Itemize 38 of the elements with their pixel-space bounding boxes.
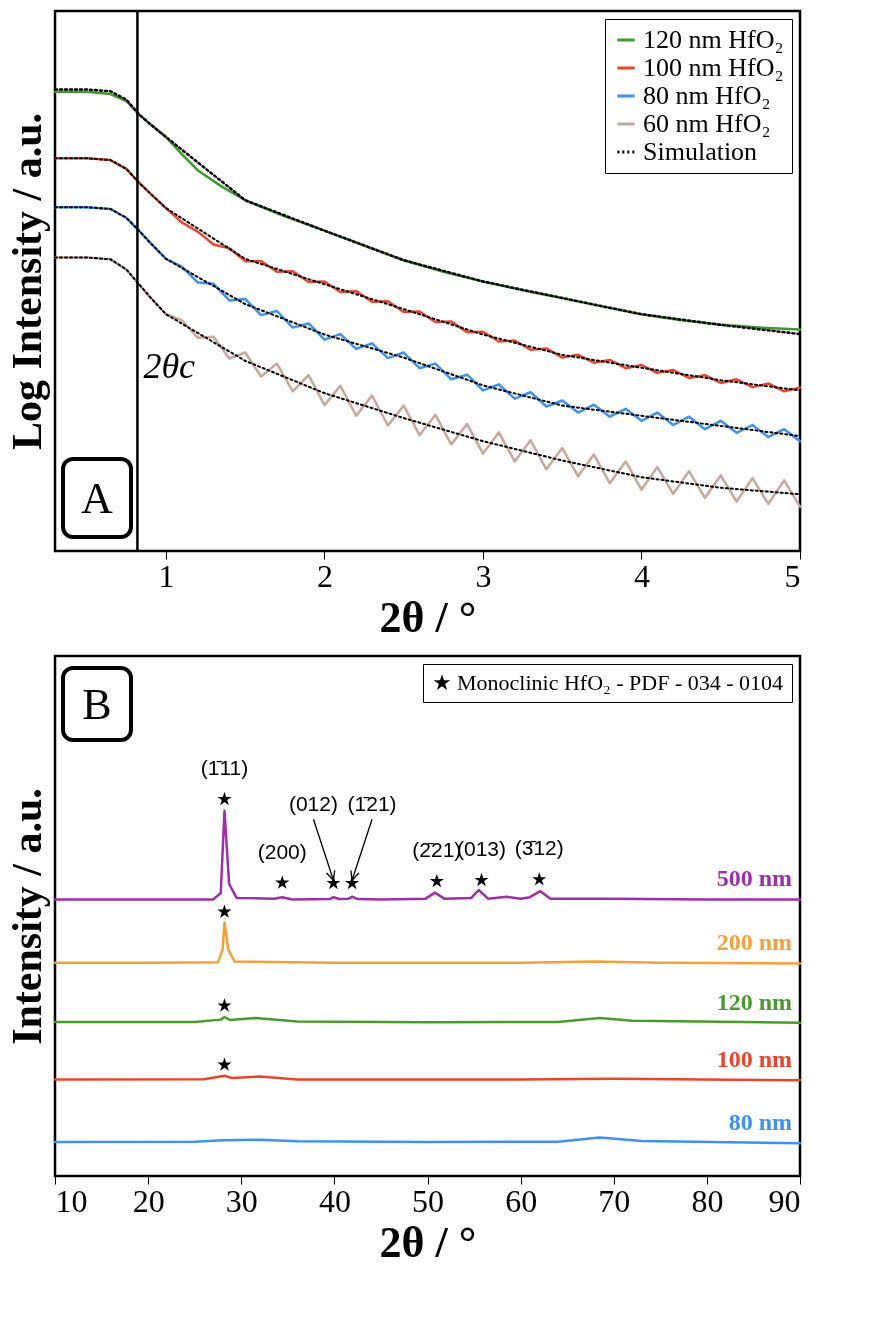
x-tick-label: 2 <box>316 557 333 594</box>
legend-label: 120 nm HfO₂ <box>643 25 784 54</box>
x-tick-label: 60 <box>505 1182 538 1219</box>
x-tick-label: 5 <box>784 557 801 594</box>
x-tick-label: 20 <box>132 1182 165 1219</box>
x-tick-label: 10 <box>55 1182 88 1219</box>
series-label: 120 nm <box>716 988 792 1015</box>
series-label: 100 nm <box>716 1046 792 1073</box>
y-axis-title: Intensity / a.u. <box>3 788 50 1045</box>
x-tick-label: 40 <box>318 1182 351 1219</box>
x-tick-label: 4 <box>633 557 650 594</box>
x-tick-label: 3 <box>475 557 492 594</box>
annotation: A <box>81 474 114 523</box>
ref-line-label: 2θc <box>143 346 196 387</box>
x-axis-title: 2θ / ° <box>379 592 477 642</box>
x-tick-label: 30 <box>225 1182 258 1219</box>
x-tick-label: 80 <box>691 1182 724 1219</box>
legend-label: 100 nm HfO₂ <box>643 53 784 82</box>
legend-label: Simulation <box>643 137 758 166</box>
annotation: (1̄21) <box>347 792 397 816</box>
text: B <box>82 680 112 729</box>
y-axis-title: Log Intensity / a.u. <box>3 112 50 451</box>
legend-label: 60 nm HfO₂ <box>643 109 771 138</box>
annotation: (012) <box>288 792 338 816</box>
legend-label: 80 nm HfO₂ <box>643 81 771 110</box>
x-tick-label: 90 <box>768 1182 801 1219</box>
x-tick-label: 50 <box>412 1182 444 1219</box>
x-tick-label: 1 <box>158 557 175 594</box>
annotation: (3̄12) <box>514 836 564 860</box>
series-label: 200 nm <box>716 929 792 956</box>
annotation: (200) <box>257 839 307 863</box>
series-label: 500 nm <box>716 865 792 892</box>
series-label: 80 nm <box>728 1109 792 1136</box>
legend-label: Monoclinic HfO₂ - PDF - 034 - 0104 <box>457 670 784 695</box>
annotation: (013) <box>457 837 507 861</box>
x-axis-title: 2θ / ° <box>379 1217 477 1267</box>
annotation: (1̄11) <box>200 756 249 780</box>
x-tick-label: 70 <box>598 1182 631 1219</box>
